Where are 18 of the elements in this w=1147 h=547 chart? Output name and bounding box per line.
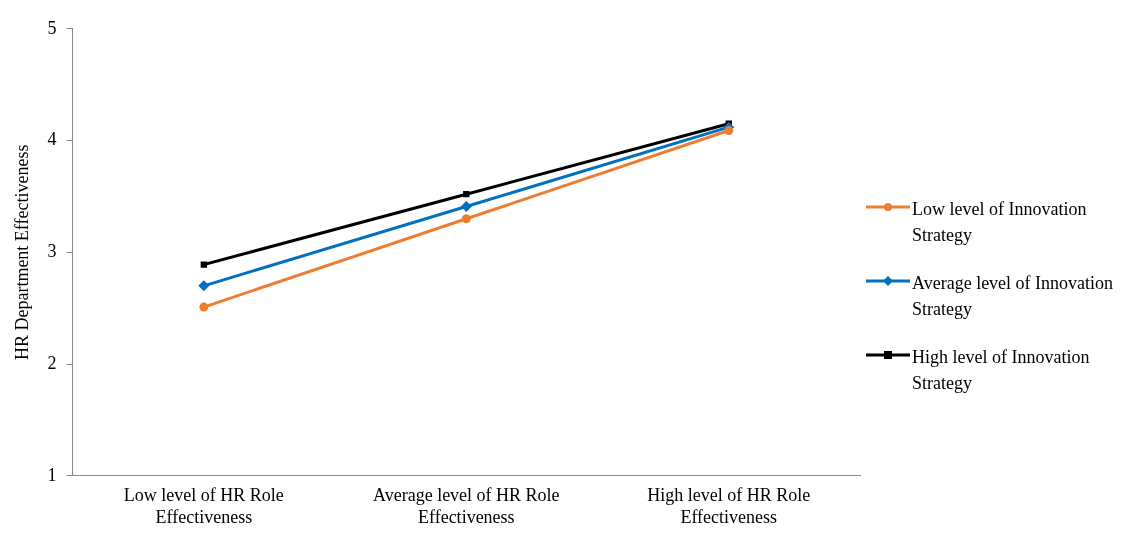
legend-label: Low level of Innovation Strategy	[912, 198, 1088, 247]
legend-label: High level of Innovation Strategy	[912, 346, 1091, 395]
y-tick-label: 1	[47, 464, 57, 485]
point	[199, 302, 209, 312]
point	[461, 214, 471, 224]
y-tick-label: 3	[47, 241, 57, 262]
legend-label: Average level of Innovation Strategy	[912, 272, 1115, 321]
y-tick-label: 5	[47, 17, 57, 38]
point	[200, 261, 208, 268]
point	[724, 125, 734, 135]
x-tick-label: Average level of HR Role Effectiveness	[373, 485, 560, 527]
y-axis-title: HR Department Effectiveness	[11, 144, 32, 361]
y-tick-label: 2	[47, 352, 57, 373]
point	[198, 280, 210, 292]
y-tick-label: 4	[47, 129, 57, 150]
x-tick-label: High level of HR Role Effectiveness	[647, 485, 811, 527]
x-tick-label: Low level of HR Role Effectiveness	[123, 485, 284, 527]
point	[460, 200, 472, 212]
